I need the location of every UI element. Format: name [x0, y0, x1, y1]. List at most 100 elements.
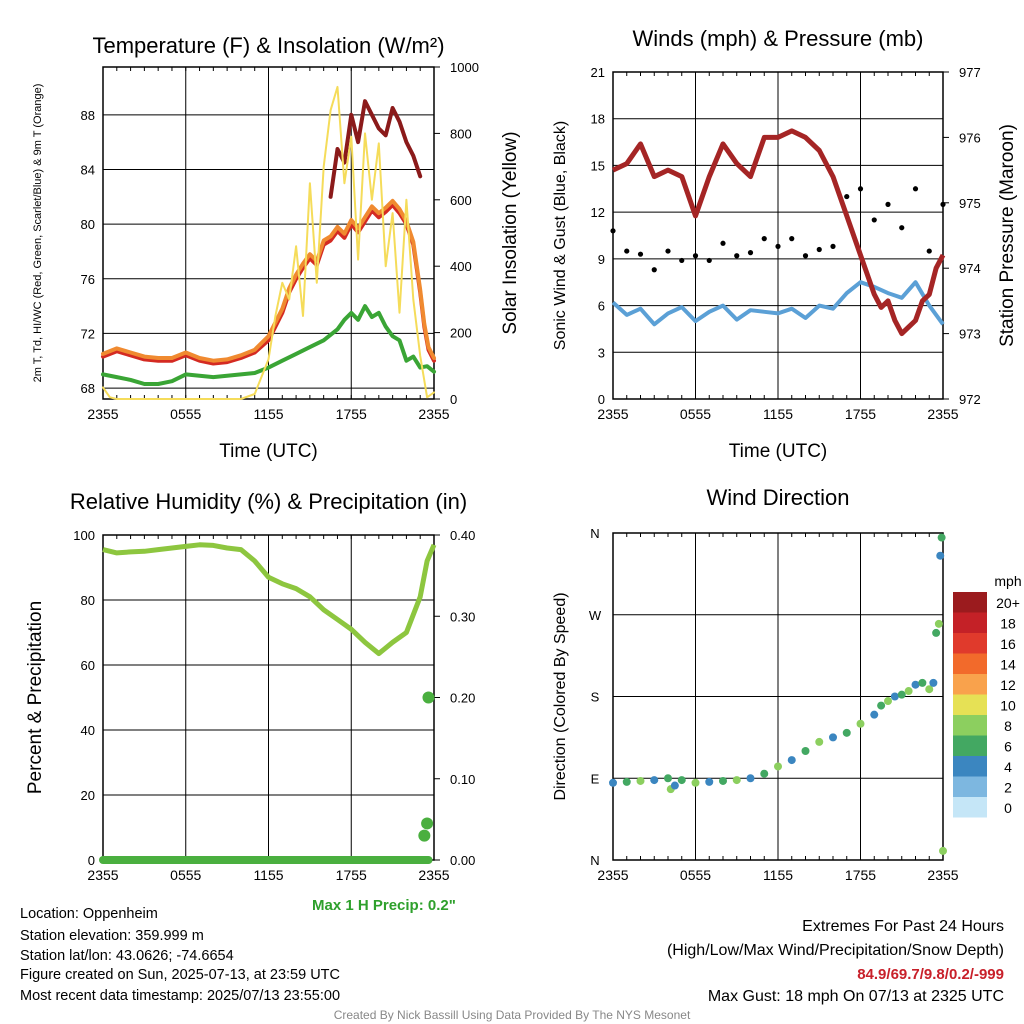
y-right-tick-label: 973 [959, 327, 981, 342]
y-tick-label: 9 [598, 252, 605, 267]
y-tick-label: 40 [81, 723, 95, 738]
x-tick-label: 1155 [253, 867, 283, 883]
y-tick-label: 84 [81, 162, 95, 177]
y-right-tick-label: 400 [450, 259, 472, 274]
legend-label: 14 [1000, 657, 1016, 673]
y-tick-label: 6 [598, 299, 605, 314]
direction-point [897, 690, 906, 699]
direction-point [650, 776, 659, 785]
y-tick-label: 12 [591, 205, 605, 220]
legend-swatch [953, 633, 987, 654]
humidity-panel: 2355 0555 1155 1755 23550204060801000.000.10… [25, 489, 475, 883]
legend-label: 16 [1000, 636, 1016, 652]
gust-point [679, 257, 685, 264]
legend-swatch [953, 776, 987, 797]
y-right-tick-label: 0.20 [450, 691, 475, 706]
direction-point [936, 551, 945, 560]
max-precip-label: Max 1 H Precip: 0.2" [312, 897, 456, 914]
direction-point [622, 777, 631, 786]
direction-point [705, 777, 714, 786]
legend-swatch [953, 735, 987, 756]
max-gust: Max Gust: 18 mph On 07/13 at 2325 UTC [707, 988, 1004, 1005]
direction-point [774, 762, 782, 771]
y-right-tick-label: 976 [959, 130, 981, 145]
direction-point [929, 678, 938, 687]
gust-point [610, 228, 616, 234]
precip-point [421, 817, 434, 830]
y-tick-label: 3 [598, 345, 605, 360]
direction-point [829, 733, 837, 742]
y-tick-label: 18 [591, 112, 605, 127]
gust-point [761, 236, 767, 242]
humidity-title: Relative Humidity (%) & Precipitation (i… [70, 489, 467, 514]
y-tick-label: 0 [598, 392, 605, 407]
direction-point [856, 719, 865, 728]
x-tick-label: 1755 [336, 867, 367, 883]
y-tick-label: 88 [81, 108, 95, 123]
y-right-tick-label: 977 [959, 65, 981, 80]
gust-point [651, 267, 657, 273]
temperature-xlabel: Time (UTC) [219, 441, 318, 462]
y-tick-label: 60 [81, 658, 95, 673]
gust-point [802, 253, 809, 259]
direction-title: Wind Direction [706, 485, 849, 510]
direction-point [719, 776, 727, 785]
series-hi [328, 99, 423, 199]
y-tick-label: W [589, 608, 602, 623]
footer-created: Figure created on Sun, 2025-07-13, at 23… [20, 967, 340, 983]
winds-panel: 2355 0555 1155 1755 235503691215182197297397… [552, 26, 1018, 462]
legend-swatch [953, 674, 987, 695]
x-tick-label: 0555 [680, 867, 711, 883]
direction-point [677, 776, 686, 785]
legend-label: 18 [1000, 616, 1016, 632]
winds-title: Winds (mph) & Pressure (mb) [633, 26, 924, 51]
extremes-subtitle: (High/Low/Max Wind/Precipitation/Snow De… [666, 942, 1004, 959]
y-right-tick-label: 1000 [450, 60, 479, 75]
direction-point [609, 778, 617, 787]
gust-point [816, 246, 822, 253]
direction-point [636, 776, 645, 785]
gust-point [899, 225, 905, 231]
gust-point [624, 248, 630, 254]
series-td [101, 304, 436, 386]
gust-point [789, 236, 795, 242]
y-right-tick-label: 600 [450, 193, 472, 208]
y-right-tick-label: 974 [959, 261, 981, 276]
x-tick-label: 0555 [680, 406, 711, 422]
y-tick-label: N [590, 853, 599, 868]
x-tick-label: 2355 [418, 867, 449, 883]
x-tick-label: 2355 [87, 867, 118, 883]
direction-point [884, 697, 892, 706]
gust-point [747, 250, 754, 256]
x-tick-label: 2355 [927, 406, 958, 422]
direction-point [670, 781, 679, 790]
legend-label: 12 [1000, 677, 1016, 693]
series-rh [102, 542, 437, 657]
x-tick-label: 2355 [927, 867, 958, 883]
x-tick-label: 2355 [418, 406, 449, 422]
x-tick-label: 1755 [845, 406, 876, 422]
x-tick-label: 2355 [597, 406, 628, 422]
series-sonic-wind [611, 280, 945, 327]
legend-label: 4 [1004, 759, 1012, 775]
x-tick-label: 1755 [845, 867, 876, 883]
direction-point [664, 774, 672, 783]
y-tick-label: 21 [591, 65, 605, 80]
legend-swatch [953, 756, 987, 777]
extremes-title: Extremes For Past 24 Hours [802, 918, 1004, 935]
series-9m-t [101, 198, 436, 363]
direction-point [890, 692, 899, 701]
gust-point [940, 201, 946, 207]
direction-point [746, 774, 755, 783]
credit-line: Created By Nick Bassill Using Data Provi… [333, 1008, 691, 1022]
gust-point [692, 253, 699, 259]
gust-point [885, 201, 891, 207]
x-tick-label: 0555 [170, 406, 201, 422]
legend-label: 10 [1000, 698, 1016, 714]
x-tick-label: 1155 [763, 867, 793, 883]
legend-swatch [953, 715, 987, 736]
y-tick-label: 100 [73, 528, 95, 543]
y-tick-label: 0 [88, 853, 95, 868]
